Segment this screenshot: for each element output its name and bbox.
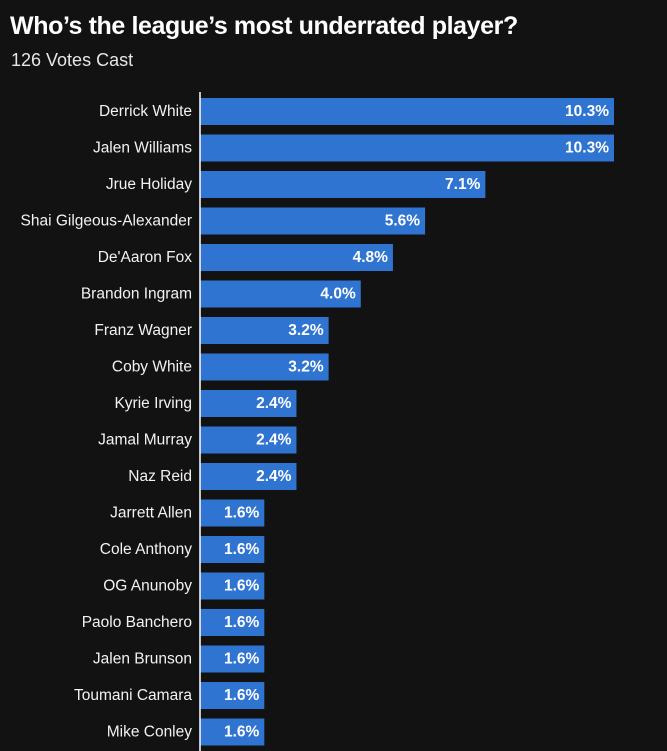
value-label: 1.6% [224, 614, 260, 631]
value-label: 1.6% [224, 687, 260, 704]
value-label: 2.4% [256, 395, 292, 412]
category-label: Mike Conley [107, 724, 193, 741]
bars-layer: Derrick White 10.3% Jalen Williams 10.3% Jru… [21, 98, 614, 746]
bar [200, 353, 329, 381]
category-label: Jalen Brunson [93, 651, 192, 668]
bar [200, 572, 265, 600]
bar [200, 682, 265, 709]
value-label: 3.2% [288, 322, 324, 339]
category-label: Jarrett Allen [110, 505, 192, 522]
value-label: 10.3% [565, 103, 609, 120]
category-label: Toumani Camara [74, 687, 192, 704]
bar [200, 317, 329, 344]
bar [200, 718, 265, 746]
value-label: 10.3% [565, 140, 609, 157]
bar [200, 171, 486, 198]
category-label: Shai Gilgeous-Alexander [21, 213, 192, 230]
value-label: 7.1% [445, 176, 481, 193]
bar [200, 536, 265, 563]
value-label: 3.2% [288, 359, 324, 376]
chart-title: Who’s the league’s most underrated playe… [10, 12, 518, 40]
category-label: De'Aaron Fox [98, 249, 193, 266]
category-label: Cole Anthony [100, 541, 192, 558]
value-label: 1.6% [224, 541, 260, 558]
bar [200, 463, 297, 490]
value-label: 4.0% [320, 286, 356, 303]
bar [200, 244, 393, 271]
value-label: 2.4% [256, 468, 292, 485]
category-label: Jamal Murray [98, 432, 192, 449]
value-label: 1.6% [224, 578, 260, 595]
value-label: 1.6% [224, 724, 260, 741]
bar [200, 609, 265, 636]
chart-subtitle: 126 Votes Cast [11, 50, 134, 70]
category-label: Coby White [112, 359, 192, 376]
value-label: 1.6% [224, 505, 260, 522]
value-label: 1.6% [224, 651, 260, 668]
category-label: Paolo Banchero [82, 614, 192, 631]
bar [200, 390, 297, 417]
category-label: Franz Wagner [94, 322, 192, 339]
bar [200, 280, 361, 308]
bar [200, 645, 265, 673]
bar [200, 207, 426, 235]
bar [200, 499, 265, 527]
category-label: OG Anunoby [103, 578, 192, 595]
value-label: 4.8% [353, 249, 389, 266]
bar [200, 426, 297, 454]
value-label: 5.6% [385, 213, 421, 230]
bar [200, 98, 614, 125]
bar [200, 134, 614, 162]
category-label: Naz Reid [128, 468, 192, 485]
value-label: 2.4% [256, 432, 292, 449]
category-label: Kyrie Irving [114, 395, 192, 412]
category-label: Brandon Ingram [81, 286, 192, 303]
category-label: Jrue Holiday [106, 176, 192, 193]
category-label: Derrick White [99, 103, 192, 120]
category-label: Jalen Williams [93, 140, 192, 157]
